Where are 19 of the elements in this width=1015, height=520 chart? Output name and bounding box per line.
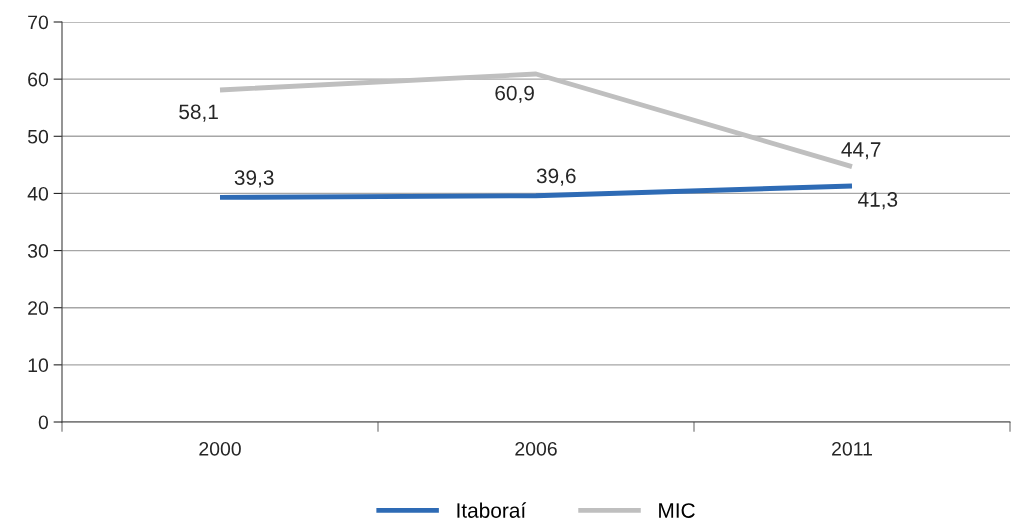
- data-label: 60,9: [495, 85, 534, 103]
- x-tick-label: 2011: [832, 441, 872, 456]
- x-tick-label: 2006: [515, 441, 557, 456]
- y-tick-label: 70: [28, 15, 49, 30]
- y-tick-label: 50: [27, 129, 49, 144]
- x-tick-label: 2000: [199, 441, 241, 456]
- data-label: 39,3: [234, 170, 274, 188]
- y-tick-label: 20: [28, 301, 49, 315]
- y-tick-label: 10: [28, 358, 49, 373]
- legend-label: Itaboraí: [457, 502, 527, 518]
- y-tick-label: 0: [38, 415, 49, 430]
- data-label: 41,3: [858, 192, 898, 210]
- y-tick-label: 60: [28, 72, 49, 87]
- y-tick-label: 40: [27, 186, 49, 201]
- y-tick-label: 30: [27, 244, 49, 258]
- legend-label: MIC: [659, 503, 695, 518]
- data-label: 44,7: [841, 142, 881, 160]
- data-label: 39,6: [536, 168, 576, 186]
- data-label: 58,1: [179, 104, 218, 122]
